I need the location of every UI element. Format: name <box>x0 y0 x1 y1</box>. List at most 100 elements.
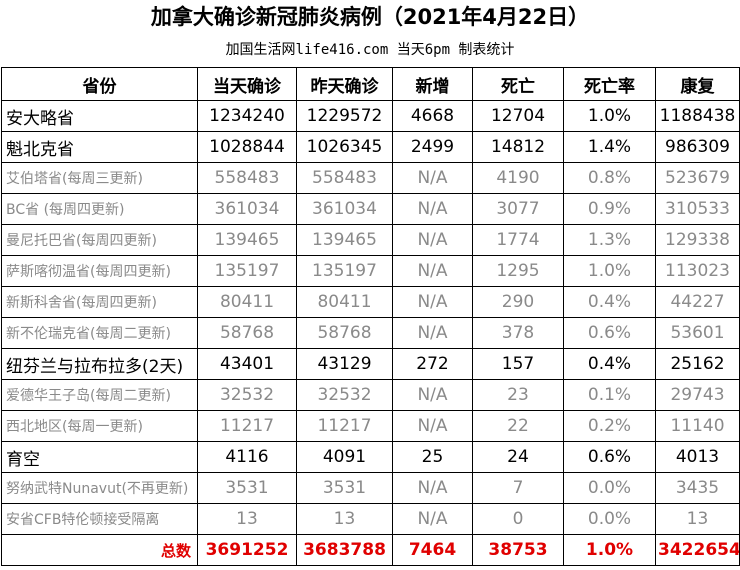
cell: 58768 <box>296 317 393 349</box>
cell: 272 <box>392 348 473 380</box>
cell: 361034 <box>296 193 393 225</box>
total-cell: 3422654 <box>655 534 740 566</box>
cell: 22 <box>472 410 564 442</box>
cell: 0.4% <box>563 348 656 380</box>
header-row: 省份 当天确诊 昨天确诊 新增 死亡 死亡率 康复 <box>1 67 740 101</box>
row-label: 萨斯喀彻温省(每周四更新) <box>1 255 198 287</box>
cell: N/A <box>392 193 473 225</box>
cell: 25 <box>392 441 473 473</box>
cell: 2499 <box>392 131 473 163</box>
cell: 1.0% <box>563 255 656 287</box>
cell: 1229572 <box>296 100 393 132</box>
table-row: 育空 4116 4091 25 24 0.6% 4013 <box>1 441 740 473</box>
total-cell: 3683788 <box>296 534 393 566</box>
column-header: 康复 <box>655 67 740 101</box>
total-label: 总数 <box>1 534 198 566</box>
cell: 29743 <box>655 379 740 411</box>
cell: 43401 <box>197 348 297 380</box>
cell: N/A <box>392 410 473 442</box>
cell: 53601 <box>655 317 740 349</box>
cell: 43129 <box>296 348 393 380</box>
cell: 0 <box>472 503 564 535</box>
row-label: 新不伦瑞克省(每周二更新) <box>1 317 198 349</box>
cell: 3531 <box>296 472 393 504</box>
table-row: 新不伦瑞克省(每周二更新) 58768 58768 N/A 378 0.6% 53601 <box>1 317 740 349</box>
cell: N/A <box>392 317 473 349</box>
table-row: 艾伯塔省(每周三更新) 558483 558483 N/A 4190 0.8% 523679 <box>1 162 740 194</box>
cell: 80411 <box>197 286 297 318</box>
table-row: 萨斯喀彻温省(每周四更新) 135197 135197 N/A 1295 1.0% 1130… <box>1 255 740 287</box>
cell: 129338 <box>655 224 740 256</box>
data-table: 省份 当天确诊 昨天确诊 新增 死亡 死亡率 康复 安大略省 1234240 1229572 46… <box>1 67 740 566</box>
row-label: 魁北克省 <box>1 131 198 163</box>
cell: 135197 <box>296 255 393 287</box>
cell: 24 <box>472 441 564 473</box>
cell: 1188438 <box>655 100 740 132</box>
cell: 558483 <box>296 162 393 194</box>
column-header: 昨天确诊 <box>296 67 393 101</box>
cell: N/A <box>392 286 473 318</box>
table-row: 安大略省 1234240 1229572 4668 12704 1.0% 1188438 <box>1 100 740 132</box>
cell: 0.6% <box>563 317 656 349</box>
cell: 25162 <box>655 348 740 380</box>
cell: 32532 <box>197 379 297 411</box>
cell: 361034 <box>197 193 297 225</box>
row-label: 西北地区(每周一更新) <box>1 410 198 442</box>
cell: 0.6% <box>563 441 656 473</box>
cell: 113023 <box>655 255 740 287</box>
cell: 1774 <box>472 224 564 256</box>
column-header: 新增 <box>392 67 473 101</box>
cell: N/A <box>392 503 473 535</box>
cell: 23 <box>472 379 564 411</box>
cell: 13 <box>655 503 740 535</box>
row-label: BC省 (每周四更新) <box>1 193 198 225</box>
cell: 0.0% <box>563 503 656 535</box>
total-row: 总数 3691252 3683788 7464 38753 1.0% 3422654 <box>1 534 740 566</box>
total-cell: 7464 <box>392 534 473 566</box>
cell: 7 <box>472 472 564 504</box>
table-row: 西北地区(每周一更新) 11217 11217 N/A 22 0.2% 11140 <box>1 410 740 442</box>
cell: 290 <box>472 286 564 318</box>
row-label: 努纳武特Nunavut(不再更新) <box>1 472 198 504</box>
cell: 4190 <box>472 162 564 194</box>
cell: N/A <box>392 472 473 504</box>
cell: 310533 <box>655 193 740 225</box>
cell: 4091 <box>296 441 393 473</box>
cell: 1026345 <box>296 131 393 163</box>
row-label: 安省CFB特伦顿接受隔离 <box>1 503 198 535</box>
cell: 1028844 <box>197 131 297 163</box>
cell: 1295 <box>472 255 564 287</box>
column-header: 当天确诊 <box>197 67 297 101</box>
cell: 4013 <box>655 441 740 473</box>
table-row: 安省CFB特伦顿接受隔离 13 13 N/A 0 0.0% 13 <box>1 503 740 535</box>
cell: 1234240 <box>197 100 297 132</box>
cell: 3077 <box>472 193 564 225</box>
cell: 135197 <box>197 255 297 287</box>
cell: 986309 <box>655 131 740 163</box>
cell: 3531 <box>197 472 297 504</box>
total-cell: 38753 <box>472 534 564 566</box>
cell: N/A <box>392 224 473 256</box>
cell: 0.2% <box>563 410 656 442</box>
column-header: 死亡 <box>472 67 564 101</box>
cell: 1.3% <box>563 224 656 256</box>
title: 加拿大确诊新冠肺炎病例（2021年4月22日） <box>150 5 590 29</box>
table-row: BC省 (每周四更新) 361034 361034 N/A 3077 0.9% 310533 <box>1 193 740 225</box>
cell: 58768 <box>197 317 297 349</box>
cell: 13 <box>197 503 297 535</box>
cell: 11140 <box>655 410 740 442</box>
row-label: 安大略省 <box>1 100 198 132</box>
cell: 1.4% <box>563 131 656 163</box>
cell: 44227 <box>655 286 740 318</box>
column-header: 省份 <box>1 67 198 101</box>
cell: 0.9% <box>563 193 656 225</box>
total-cell: 3691252 <box>197 534 297 566</box>
cell: N/A <box>392 379 473 411</box>
row-label: 爱德华王子岛(每周二更新) <box>1 379 198 411</box>
cell: 523679 <box>655 162 740 194</box>
cell: 12704 <box>472 100 564 132</box>
cell: 558483 <box>197 162 297 194</box>
table-row: 纽芬兰与拉布拉多(2天) 43401 43129 272 157 0.4% 25162 <box>1 348 740 380</box>
cell: 0.4% <box>563 286 656 318</box>
